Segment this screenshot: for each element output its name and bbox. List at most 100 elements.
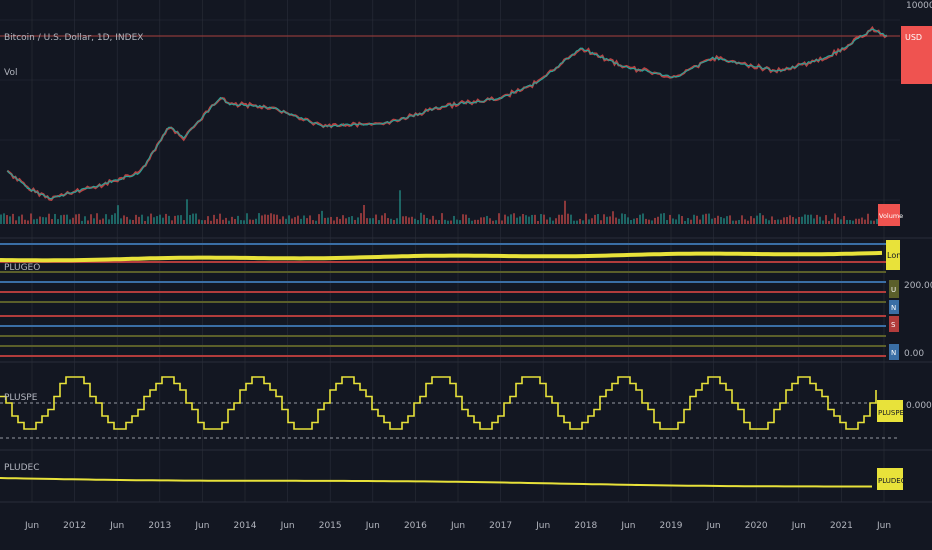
- volume-bar: [504, 214, 506, 224]
- volume-bar: [420, 212, 422, 224]
- volume-bar: [867, 213, 869, 224]
- volume-bar: [18, 216, 20, 224]
- lon-tag-box: [886, 240, 900, 270]
- volume-bar: [807, 214, 809, 224]
- pludec-tag-box: [877, 468, 903, 490]
- volume-bar: [81, 220, 83, 224]
- volume-bar: [363, 204, 365, 224]
- price-axis[interactable]: 100000.00 USD Volume: [878, 1, 932, 226]
- volume-bar: [282, 216, 284, 224]
- volume-bar: [636, 218, 638, 224]
- volume-bar: [66, 214, 68, 224]
- volume-bar: [654, 217, 656, 224]
- volume-bar: [858, 218, 860, 224]
- volume-bar: [390, 218, 392, 224]
- volume-bar: [261, 215, 263, 224]
- volume-bar: [801, 216, 803, 224]
- volume-bar: [276, 214, 278, 224]
- volume-bar: [747, 220, 749, 224]
- volume-bar: [744, 219, 746, 224]
- volume-bar: [594, 214, 596, 224]
- volume-bar: [111, 214, 113, 224]
- volume-bar: [726, 216, 728, 224]
- time-axis-label: Jun: [194, 521, 209, 531]
- volume-bar: [174, 215, 176, 224]
- time-axis[interactable]: Jun 2012 Jun 2013 Jun 2014 Jun 2015 Jun 2016 Jun 20…: [24, 521, 891, 531]
- volume-bar: [36, 218, 38, 224]
- volume-bar: [471, 220, 473, 224]
- volume-bar: [507, 216, 509, 224]
- volume-bar: [462, 214, 464, 224]
- volume-bar: [165, 213, 167, 224]
- pluspe-pane[interactable]: PLUSPE PLUSPE 0.000: [0, 376, 932, 439]
- volume-bar: [150, 213, 152, 224]
- volume-bar: [645, 218, 647, 224]
- volume-bar: [336, 216, 338, 224]
- volume-bar: [78, 213, 80, 224]
- volume-bar: [12, 213, 14, 224]
- price-pane[interactable]: Bitcoin / U.S. Dollar, 1D, INDEX Vol: [0, 25, 900, 224]
- volume-bar: [375, 214, 377, 224]
- volume-bar: [393, 219, 395, 224]
- volume-bar: [219, 213, 221, 224]
- volume-bar: [477, 219, 479, 224]
- volume-bar: [381, 215, 383, 224]
- volume-bar: [387, 218, 389, 224]
- volume-tag-box: [878, 204, 900, 226]
- volume-bar: [843, 215, 845, 224]
- volume-bar: [534, 214, 536, 224]
- plutgeo-pane[interactable]: PLUGEO Lon 200.00 0.00 U N S N: [0, 240, 932, 360]
- volume-bar: [516, 217, 518, 224]
- volume-bar: [837, 217, 839, 224]
- volume-bar: [222, 219, 224, 224]
- volume-bar: [3, 213, 5, 224]
- volume-bar: [303, 215, 305, 224]
- volume-bar: [411, 216, 413, 224]
- volume-bar: [228, 220, 230, 224]
- level-tag-s-text: S: [891, 321, 896, 329]
- volume-bar: [93, 218, 95, 224]
- volume-bar: [501, 220, 503, 224]
- volume-bar: [765, 218, 767, 224]
- volume-bar: [825, 215, 827, 224]
- volume-bar: [180, 215, 182, 224]
- volume-bar: [840, 219, 842, 224]
- volume-bar: [360, 213, 362, 224]
- volume-bar: [297, 215, 299, 224]
- volume-bar: [438, 220, 440, 224]
- volume-bar: [525, 215, 527, 224]
- volume-bar: [405, 216, 407, 224]
- volume-bar: [96, 213, 98, 224]
- volume-bar: [675, 219, 677, 224]
- volume-bar: [603, 214, 605, 224]
- volume-bars: [0, 190, 899, 224]
- time-axis-label: 2014: [234, 521, 257, 531]
- volume-bar: [549, 217, 551, 224]
- volume-bar: [315, 220, 317, 224]
- volume-bar: [309, 215, 311, 224]
- volume-bar: [498, 213, 500, 224]
- volume-bar: [852, 220, 854, 224]
- volume-bar: [279, 219, 281, 224]
- price-candles: [6, 28, 888, 200]
- volume-bar: [240, 220, 242, 224]
- volume-bar: [678, 214, 680, 224]
- volume-bar: [201, 220, 203, 224]
- volume-bar: [129, 219, 131, 224]
- pludec-pane[interactable]: PLUDEC PLUDEC: [0, 463, 906, 490]
- volume-bar: [90, 214, 92, 224]
- volume-bar: [567, 213, 569, 224]
- time-axis-label: 2018: [574, 521, 597, 531]
- volume-bar: [615, 217, 617, 224]
- volume-bar: [606, 216, 608, 224]
- volume-bar: [651, 220, 653, 224]
- volume-bar: [372, 218, 374, 224]
- level-tag-s: [889, 316, 899, 332]
- volume-bar: [600, 220, 602, 224]
- volume-bar: [531, 214, 533, 224]
- volume-bar: [156, 216, 158, 224]
- volume-bar: [168, 215, 170, 224]
- volume-bar: [774, 219, 776, 224]
- volume-bar: [849, 219, 851, 224]
- volume-bar: [435, 219, 437, 224]
